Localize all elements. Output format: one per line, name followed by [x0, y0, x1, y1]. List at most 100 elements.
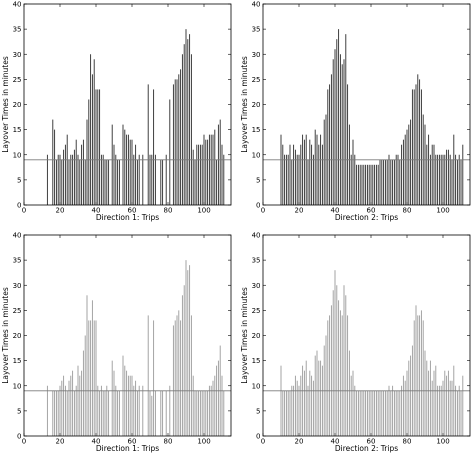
bar [172, 84, 174, 205]
bar [117, 159, 119, 205]
bar [370, 390, 372, 436]
bar [431, 144, 433, 205]
bar [440, 385, 442, 436]
y-tick-label: 20 [13, 101, 22, 109]
y-tick-label: 25 [252, 76, 261, 84]
bar [352, 139, 354, 205]
y-tick-label: 0 [256, 202, 260, 210]
bar [187, 270, 189, 436]
bar [309, 370, 311, 436]
bar [147, 315, 149, 436]
y-tick-label: 35 [13, 257, 22, 265]
y-tick-label: 10 [13, 382, 22, 390]
bar [381, 159, 383, 205]
bar [345, 295, 347, 436]
y-tick-label: 35 [13, 26, 22, 34]
bar [194, 159, 196, 205]
bar [408, 360, 410, 437]
bar [451, 380, 453, 436]
bar [383, 390, 385, 436]
y-tick-label: 25 [252, 307, 261, 315]
bar [435, 154, 437, 205]
bar [59, 154, 61, 205]
bar [61, 159, 63, 205]
bar [189, 34, 191, 206]
bar [460, 159, 462, 205]
y-axis-label: Layover Times in minutes [240, 287, 249, 384]
bar [153, 320, 155, 436]
x-tick-label: 80 [403, 207, 412, 215]
bar [106, 159, 108, 205]
bar [435, 365, 437, 436]
bar [117, 390, 119, 436]
bar [194, 390, 196, 436]
bar [57, 390, 59, 436]
bar [207, 139, 209, 205]
bar [312, 380, 314, 436]
bar [142, 154, 144, 205]
bar [223, 154, 225, 205]
bar [93, 59, 95, 205]
bar [327, 89, 329, 205]
bar [336, 285, 338, 436]
bar [397, 390, 399, 436]
bar [298, 154, 300, 205]
bar [404, 380, 406, 436]
bar [216, 159, 218, 205]
bar [438, 385, 440, 436]
bar [444, 370, 446, 436]
bar [431, 380, 433, 436]
bar [354, 385, 356, 436]
bar [429, 360, 431, 437]
bar [440, 154, 442, 205]
bar [365, 390, 367, 436]
bar [357, 390, 359, 436]
bar [77, 154, 79, 205]
bar [192, 375, 194, 436]
x-tick-label: 0 [261, 438, 265, 446]
bar [97, 385, 99, 436]
bar [127, 375, 129, 436]
bar [320, 134, 322, 205]
bar [381, 390, 383, 436]
bar [126, 134, 128, 205]
bar [99, 89, 101, 205]
bar [72, 370, 74, 436]
bar [95, 320, 97, 436]
bar [115, 154, 117, 205]
y-tick-label: 5 [17, 407, 21, 415]
bar [291, 385, 293, 436]
bar [97, 89, 99, 205]
x-tick-label: 40 [92, 207, 101, 215]
bar [401, 144, 403, 205]
bar [293, 144, 295, 205]
bar [419, 315, 421, 436]
bar [68, 159, 70, 205]
bar [415, 305, 417, 436]
x-tick-label: 40 [92, 438, 101, 446]
bar [300, 144, 302, 205]
bar [294, 149, 296, 205]
bar [54, 390, 56, 436]
bar [393, 390, 395, 436]
bar [196, 144, 198, 205]
bar [142, 385, 144, 436]
bar [68, 380, 70, 436]
bar [455, 154, 457, 205]
bar [216, 365, 218, 436]
y-tick-label: 0 [256, 433, 260, 441]
bar [438, 154, 440, 205]
bar [339, 54, 341, 205]
bar [413, 320, 415, 436]
bar [361, 390, 363, 436]
x-tick-label: 0 [22, 207, 26, 215]
bar [84, 335, 86, 436]
bar [363, 164, 365, 205]
y-tick-label: 30 [13, 282, 22, 290]
bar [305, 360, 307, 437]
bar [462, 375, 464, 436]
bar [285, 154, 287, 205]
bar [354, 154, 356, 205]
bar [390, 390, 392, 436]
